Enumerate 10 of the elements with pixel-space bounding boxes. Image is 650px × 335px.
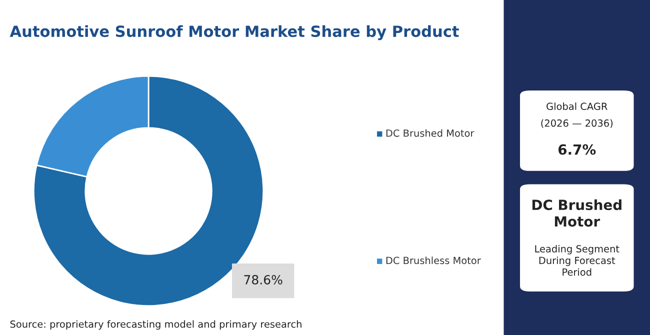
text: DC Brushed Motor	[532, 199, 622, 227]
legend-label: DC Brushless Motor	[386, 256, 481, 264]
text: Leading Segment During Forecast Period	[535, 244, 620, 276]
source-note: Source: proprietary forecasting model and primary research	[10, 320, 302, 330]
chart-title: Automotive Sunroof Motor Market Share by Product	[10, 25, 459, 40]
text: 6.7%	[558, 144, 596, 155]
text: Global CAGR	[546, 102, 608, 110]
data-label: 78.6%	[244, 274, 282, 284]
legend-label: DC Brushed Motor	[386, 129, 474, 137]
text: (2026 — 2036)	[541, 119, 613, 128]
